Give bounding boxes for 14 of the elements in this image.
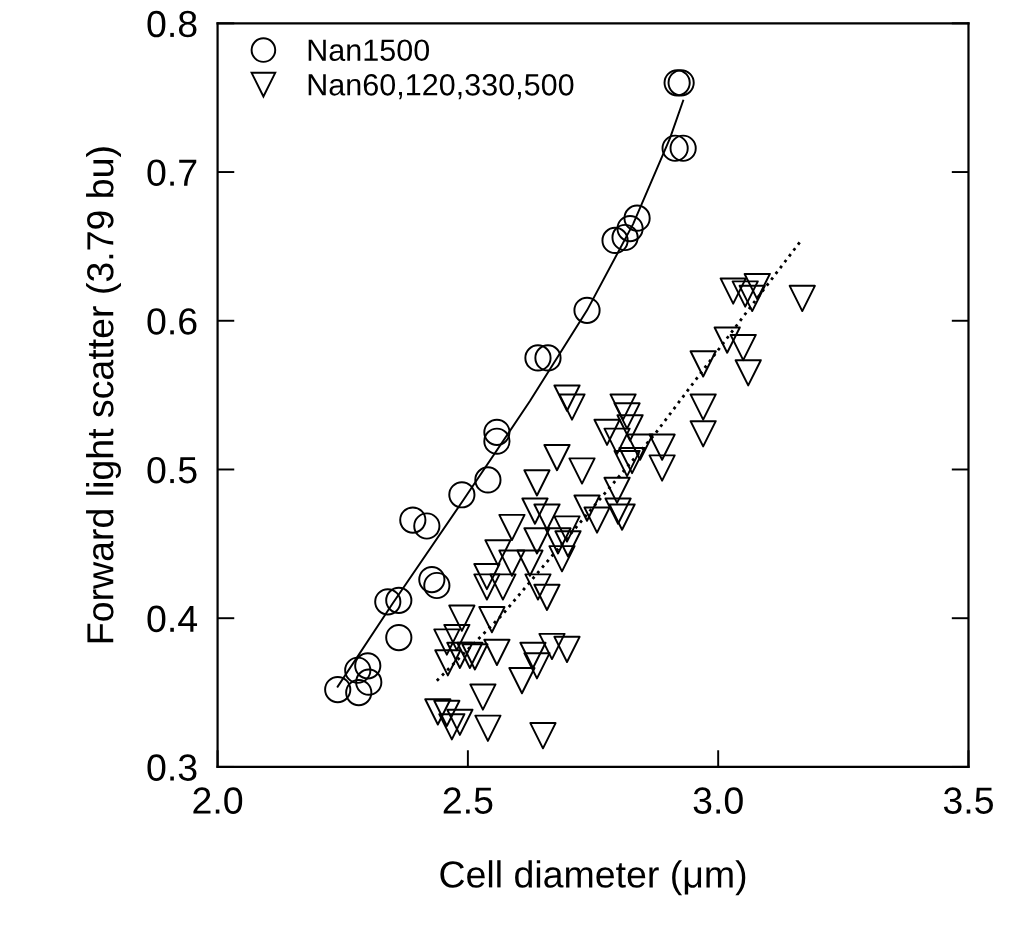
x-tick-label: 3.0 <box>693 787 743 814</box>
y-tick-label: 0.8 <box>147 10 197 38</box>
y-tick-label: 0.4 <box>147 605 198 633</box>
y-tick-label: 0.5 <box>147 456 197 484</box>
x-tick-label: 3.5 <box>943 787 993 814</box>
y-tick-label: 0.7 <box>147 159 197 186</box>
y-tick-label: 0.6 <box>147 308 197 335</box>
y-tick-label: 0.3 <box>147 754 197 781</box>
x-tick-label: 2.5 <box>443 787 493 814</box>
legend-label: Nan60,120,330,500 <box>308 74 574 100</box>
y-axis-title: Forward light scatter (3.79 bu) <box>86 147 122 643</box>
legend-label: Nan1500 <box>308 39 430 62</box>
x-tick-label: 2.0 <box>193 787 243 814</box>
x-axis-title: Cell diameter (μm) <box>440 860 746 896</box>
